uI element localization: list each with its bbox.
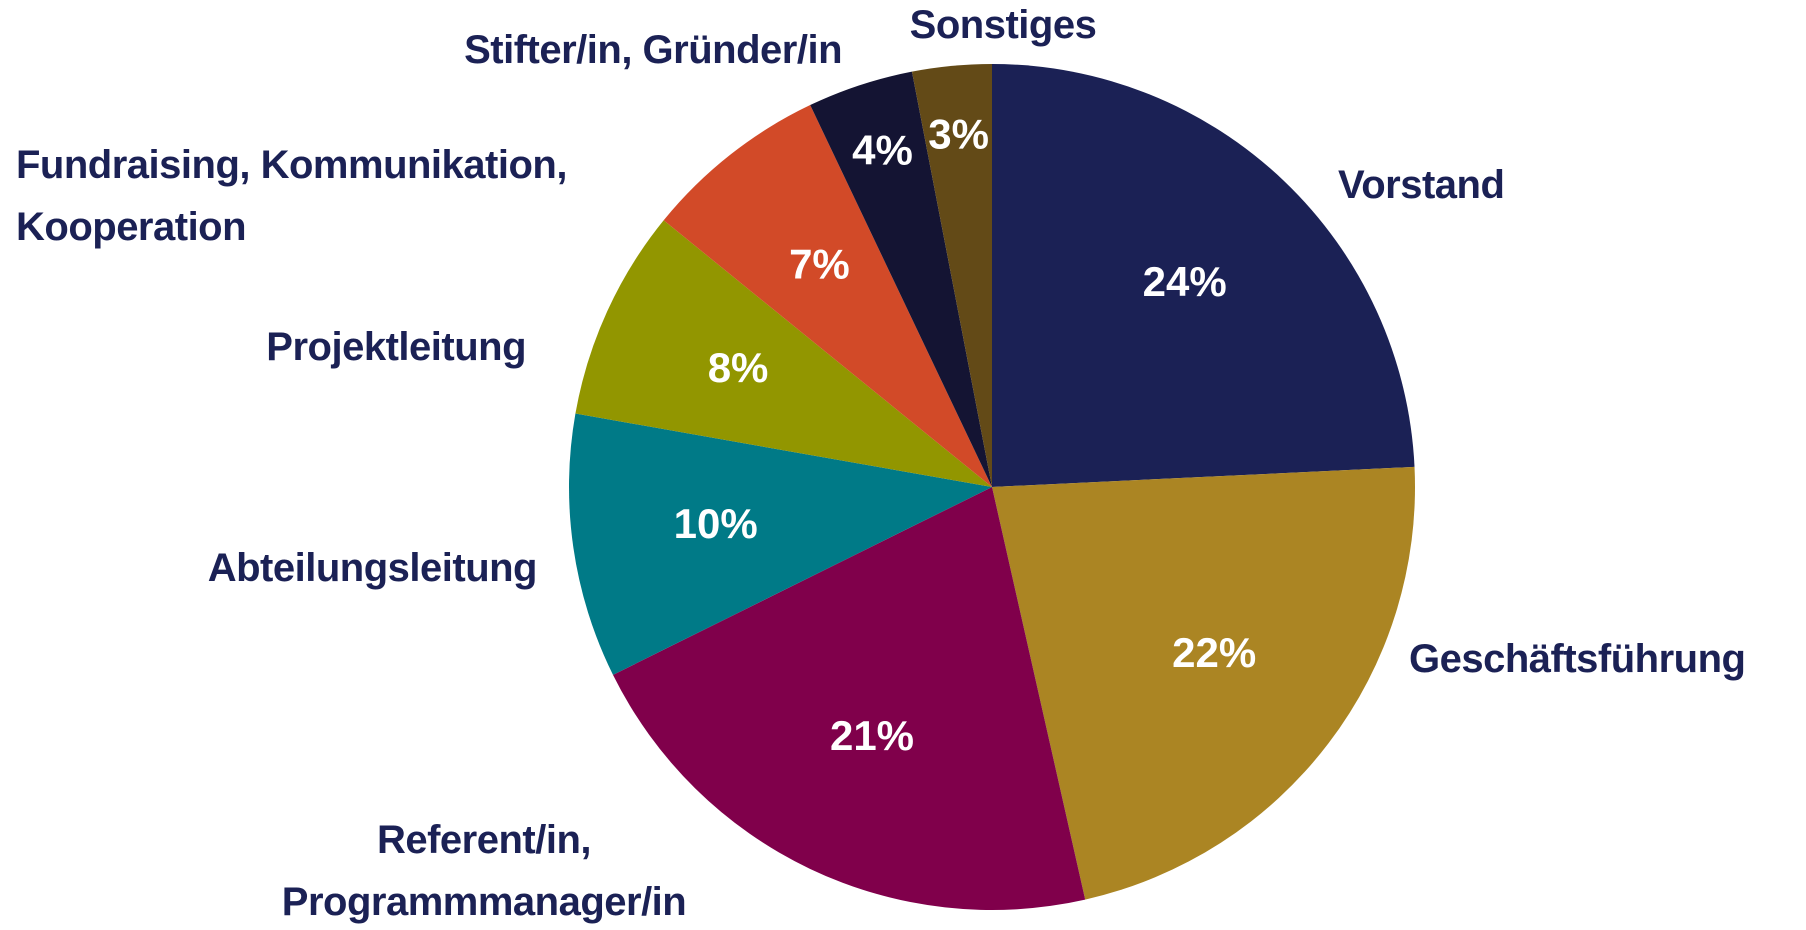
value-label: 4%	[852, 127, 913, 174]
pie-slice	[612, 487, 1086, 910]
pie-slice	[569, 413, 992, 675]
category-label: Vorstand	[1338, 163, 1504, 207]
pie-slice	[911, 64, 992, 487]
category-label: Sonstiges	[910, 3, 1097, 47]
value-label: 24%	[1143, 258, 1227, 305]
category-label: Geschäftsführung	[1409, 637, 1745, 681]
value-label: 7%	[789, 241, 850, 288]
category-label: Fundraising, Kommunikation, Kooperation	[16, 143, 567, 249]
pie-slice	[663, 105, 992, 487]
pie-slice	[992, 64, 1415, 487]
pie-slice	[575, 220, 992, 487]
category-label: Referent/in, Programmmanager/in	[282, 818, 686, 924]
category-label: Abteilungsleitung	[208, 546, 537, 590]
value-label: 22%	[1172, 629, 1256, 676]
pie-slice	[992, 466, 1415, 900]
value-label: 10%	[674, 500, 758, 547]
category-label: Stifter/in, Gründer/in	[464, 28, 842, 72]
category-label: Projektleitung	[266, 325, 526, 369]
value-label: 3%	[928, 111, 989, 158]
pie-slice	[810, 71, 992, 487]
value-label: 21%	[830, 712, 914, 759]
value-label: 8%	[708, 344, 769, 391]
